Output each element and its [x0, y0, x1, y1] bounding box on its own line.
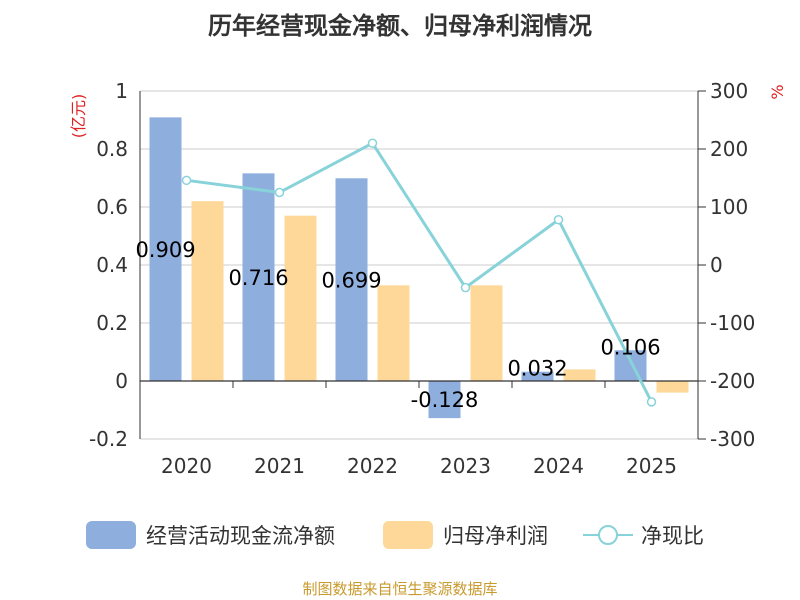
legend-label: 归母净利润	[443, 524, 548, 548]
cashflow-data-label: 0.716	[228, 266, 288, 290]
chart-title: 历年经营现金净额、归母净利润情况	[208, 12, 592, 40]
y-left-tick-label: 1	[115, 79, 128, 103]
y-left-tick-label: 0.6	[96, 195, 128, 219]
x-tick-label: 2025	[626, 454, 677, 478]
ratio-line	[186, 141, 653, 403]
cashflow-bar	[614, 350, 647, 381]
cashflow-bar	[242, 173, 275, 381]
cashflow-data-label: 0.699	[321, 269, 381, 293]
ratio-point	[181, 175, 192, 186]
legend: 经营活动现金流净额 归母净利润 净现比	[86, 521, 704, 549]
axes-group: 1 0.8 0.6 0.4 0.2 0 -0.2 300 200 100 0 -100 -200 -300…	[69, 79, 787, 478]
source-note: 制图数据来自恒生聚源数据库	[302, 580, 498, 598]
y-right-unit: %	[768, 84, 787, 99]
ratio-point	[274, 187, 285, 198]
x-tick-label: 2023	[440, 454, 491, 478]
net-profit-bar	[377, 285, 410, 381]
y-right-tick-label: 300	[710, 79, 748, 103]
cashflow-bar	[149, 117, 182, 381]
net-profit-bar	[470, 285, 503, 381]
y-right-tick-label: -200	[710, 369, 755, 393]
legend-swatch	[383, 521, 433, 549]
x-tick-label: 2024	[533, 454, 584, 478]
y-right-tick-label: 200	[710, 137, 748, 161]
y-left-tick-label: 0.2	[96, 311, 128, 335]
cashflow-data-label: 0.909	[135, 238, 195, 262]
ratio-point	[460, 282, 471, 293]
x-tick-label: 2022	[347, 454, 398, 478]
data-labels-group: 0.909 0.716 0.699 -0.128 0.032 0.106	[135, 238, 660, 412]
y-left-tick-label: 0.4	[96, 253, 128, 277]
net-profit-bar	[191, 201, 224, 381]
y-left-tick-label: 0	[115, 369, 128, 393]
y-left-tick-label: 0.8	[96, 137, 128, 161]
net-profit-bar	[656, 381, 689, 393]
legend-marker	[598, 525, 618, 545]
cashflow-data-label: 0.106	[600, 335, 660, 359]
ratio-line-group	[181, 138, 657, 407]
legend-swatch	[86, 521, 136, 549]
ratio-point	[553, 215, 564, 225]
cashflow-bar	[521, 371, 554, 381]
net-profit-bar	[563, 369, 596, 381]
y-left-tick-label: -0.2	[89, 427, 128, 451]
y-right-tick-label: -100	[710, 311, 755, 335]
ratio-point	[367, 138, 378, 148]
y-left-unit: (亿元)	[69, 94, 88, 139]
bars-group	[149, 117, 689, 419]
ratio-point	[646, 397, 657, 407]
net-profit-bar	[284, 215, 317, 381]
x-tick-label: 2020	[161, 454, 212, 478]
cashflow-bar	[428, 381, 461, 419]
legend-label: 净现比	[641, 524, 704, 548]
x-tick-label: 2021	[254, 454, 305, 478]
cashflow-data-label: -0.128	[411, 388, 479, 412]
y-right-tick-label: 100	[710, 195, 748, 219]
cashflow-data-label: 0.032	[507, 357, 567, 381]
y-right-tick-label: 0	[710, 253, 723, 277]
legend-label: 经营活动现金流净额	[146, 524, 335, 548]
cashflow-bar	[335, 178, 368, 381]
y-right-tick-label: -300	[710, 427, 755, 451]
